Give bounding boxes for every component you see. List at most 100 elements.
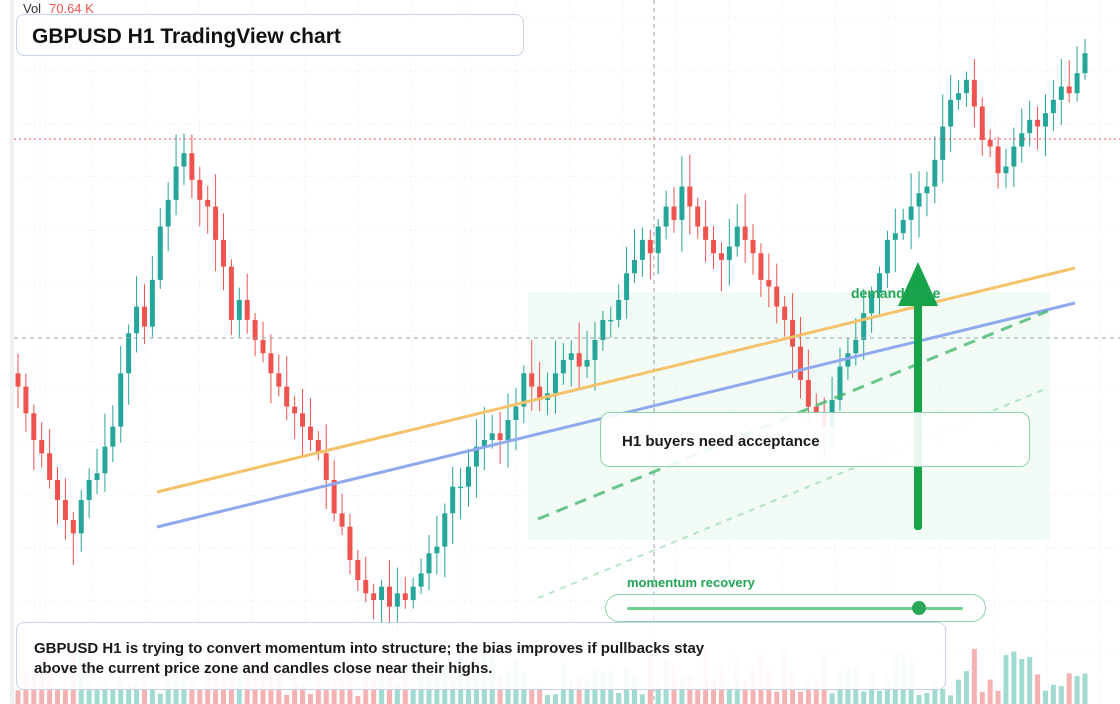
volume-bar — [331, 682, 337, 704]
candle-body — [244, 299, 250, 320]
volume-bar — [861, 691, 867, 704]
volume-bar — [1035, 674, 1041, 704]
candle-body — [703, 226, 709, 240]
candle-body — [141, 306, 147, 327]
candle-body — [513, 406, 519, 420]
callout-text: H1 buyers need acceptance — [622, 433, 820, 450]
volume-bar — [877, 691, 883, 704]
candle-body — [110, 426, 116, 447]
candle-body — [900, 219, 906, 234]
volume-bar — [805, 683, 811, 704]
candle-body — [774, 286, 780, 307]
momentum-knob[interactable] — [912, 601, 927, 615]
demand-zone-label: demand zone — [851, 285, 941, 301]
candle-body — [742, 226, 748, 240]
candle-body — [276, 373, 282, 387]
candle-body — [62, 499, 68, 520]
volume-bar — [118, 678, 124, 704]
candle-body — [355, 559, 361, 580]
volume-bar — [655, 682, 661, 704]
candle-body — [758, 253, 764, 280]
volume-bar — [679, 676, 685, 704]
chart-title: GBPUSD H1 TradingView chart — [32, 25, 341, 48]
volume-bar — [971, 648, 977, 704]
candle-body — [584, 359, 590, 367]
candle-body — [1042, 113, 1048, 127]
candle-body — [529, 373, 535, 387]
callout-box: H1 buyers need acceptance — [600, 412, 1030, 467]
candle-body — [655, 226, 661, 254]
candle-body — [386, 586, 392, 607]
volume-bar — [829, 693, 835, 704]
candle-body — [489, 433, 495, 440]
candle-body — [213, 206, 219, 240]
candle-body — [197, 179, 203, 200]
volume-bar — [134, 684, 140, 704]
candle-body — [695, 206, 701, 227]
volume-bar — [695, 689, 701, 704]
candle-body — [971, 79, 977, 107]
candle-body — [766, 279, 772, 287]
analysis-note: GBPUSD H1 is trying to convert momentum … — [34, 640, 705, 677]
candle-body — [284, 386, 290, 407]
candle-body — [292, 406, 298, 414]
candle-body — [560, 359, 566, 374]
candle-body — [379, 586, 385, 600]
candle-body — [126, 333, 132, 374]
volume-bar — [157, 693, 163, 704]
candle-body — [31, 413, 37, 440]
volume-bar — [1058, 685, 1064, 704]
candle-body — [679, 186, 685, 220]
volume-bar — [1074, 676, 1080, 704]
volume-bar — [149, 684, 155, 704]
volume-bar — [284, 694, 290, 704]
candle-body — [932, 159, 938, 187]
volume-bar — [987, 679, 993, 704]
volume-bar — [711, 679, 717, 704]
volume-bar — [410, 686, 416, 704]
candle-body — [434, 546, 440, 554]
candle-body — [260, 339, 266, 354]
candle-body — [624, 273, 630, 300]
candle-body — [797, 346, 803, 380]
volume-bar — [545, 694, 551, 704]
candle-body — [205, 199, 211, 207]
candle-body — [576, 353, 582, 367]
volume-bar — [995, 690, 1001, 704]
volume-bar — [189, 682, 195, 704]
volume-bar — [948, 695, 954, 704]
candle-body — [711, 239, 717, 254]
candle-body — [877, 273, 883, 294]
candle-body — [165, 199, 171, 227]
volume-bar — [497, 676, 503, 704]
candle-body — [118, 373, 124, 427]
volume-bar — [1003, 655, 1009, 704]
volume-label: Vol — [23, 1, 42, 16]
volume-bar — [197, 689, 203, 704]
candle-body — [1019, 133, 1025, 147]
candle-body — [687, 186, 693, 207]
volume-bar — [323, 688, 329, 704]
candle-body — [1011, 146, 1017, 167]
candle-body — [458, 486, 464, 489]
candle-body — [23, 386, 29, 414]
candle-body — [1074, 73, 1080, 94]
candle-body — [331, 479, 337, 514]
candle-body — [173, 166, 179, 200]
volume-bar — [932, 681, 938, 704]
candle-body — [473, 446, 479, 467]
candle-body — [916, 193, 922, 207]
candle-body — [1058, 86, 1064, 100]
candle-body — [426, 553, 432, 574]
candle-body — [189, 153, 195, 180]
candle-body — [869, 293, 875, 314]
volume-bar — [1082, 673, 1088, 704]
volume-bar — [110, 688, 116, 704]
volume-bar — [102, 684, 108, 704]
candle-body — [1066, 86, 1072, 94]
momentum-slider[interactable] — [605, 594, 986, 622]
volume-bar — [355, 695, 361, 704]
candle-body — [418, 573, 424, 587]
candle-body — [568, 353, 574, 360]
candle-body — [726, 246, 732, 260]
